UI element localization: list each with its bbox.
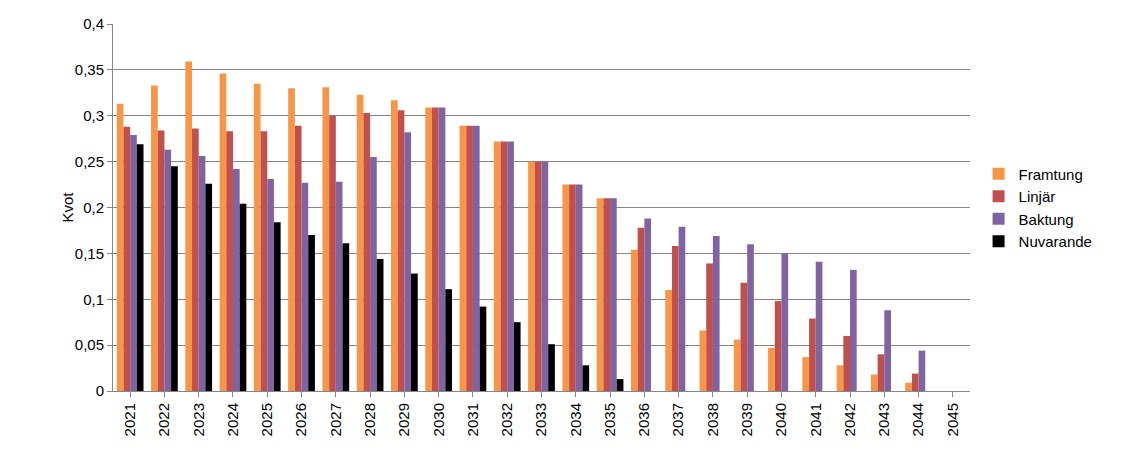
svg-text:0,4: 0,4: [83, 15, 104, 32]
svg-text:2026: 2026: [292, 403, 309, 436]
svg-text:2032: 2032: [498, 403, 515, 436]
svg-text:0,05: 0,05: [75, 336, 104, 353]
svg-text:2031: 2031: [464, 403, 481, 436]
svg-text:2034: 2034: [567, 403, 584, 436]
svg-text:2029: 2029: [395, 403, 412, 436]
svg-text:2035: 2035: [601, 403, 618, 436]
svg-text:2028: 2028: [361, 403, 378, 436]
svg-text:Kvot: Kvot: [59, 192, 76, 223]
svg-text:0,25: 0,25: [75, 153, 104, 170]
svg-text:2024: 2024: [224, 403, 241, 436]
svg-text:0,1: 0,1: [83, 291, 104, 308]
svg-text:0,3: 0,3: [83, 107, 104, 124]
svg-text:2027: 2027: [327, 403, 344, 436]
svg-text:0: 0: [96, 382, 104, 399]
svg-text:2021: 2021: [121, 403, 138, 436]
svg-text:Nuvarande: Nuvarande: [1019, 233, 1092, 250]
svg-text:Baktung: Baktung: [1019, 211, 1074, 228]
svg-text:0,15: 0,15: [75, 245, 104, 262]
svg-text:2040: 2040: [772, 403, 789, 436]
svg-text:0,35: 0,35: [75, 61, 104, 78]
svg-text:2042: 2042: [841, 403, 858, 436]
svg-text:2036: 2036: [635, 403, 652, 436]
svg-text:2023: 2023: [190, 403, 207, 436]
svg-text:2044: 2044: [909, 403, 926, 436]
svg-text:Linjär: Linjär: [1019, 188, 1056, 205]
svg-text:2033: 2033: [532, 403, 549, 436]
svg-text:2022: 2022: [155, 403, 172, 436]
svg-text:0,2: 0,2: [83, 199, 104, 216]
svg-text:2039: 2039: [738, 403, 755, 436]
svg-text:2041: 2041: [807, 403, 824, 436]
svg-text:Framtung: Framtung: [1019, 166, 1083, 183]
svg-text:2038: 2038: [704, 403, 721, 436]
svg-text:2043: 2043: [875, 403, 892, 436]
svg-text:2025: 2025: [258, 403, 275, 436]
svg-text:2037: 2037: [669, 403, 686, 436]
svg-text:2030: 2030: [430, 403, 447, 436]
svg-text:2045: 2045: [944, 403, 961, 436]
